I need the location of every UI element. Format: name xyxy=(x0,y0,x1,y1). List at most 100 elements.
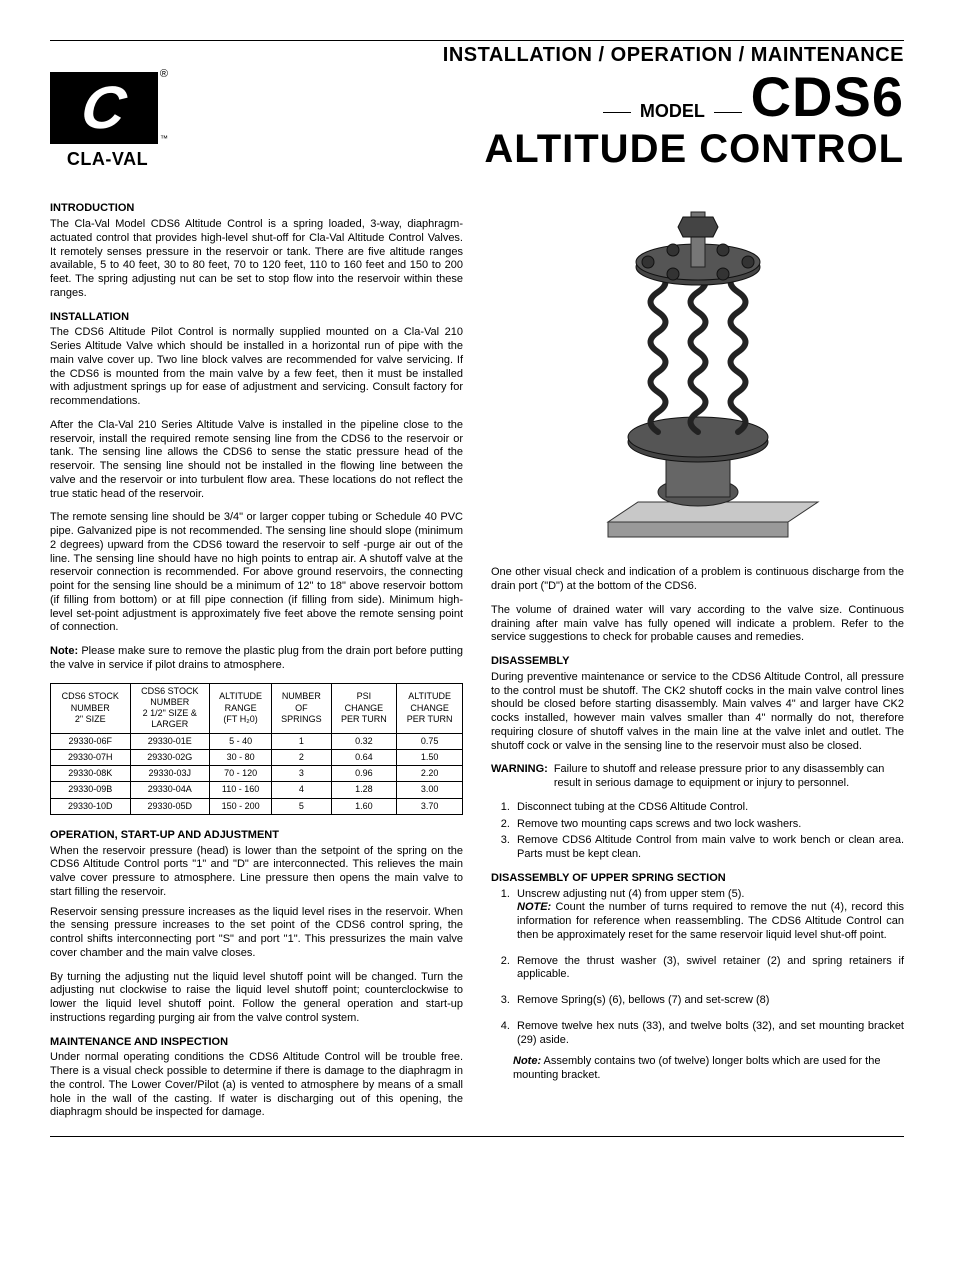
table-row: 29330-10D29330-05D150 - 20051.603.70 xyxy=(51,798,463,814)
table-row: 29330-08K29330-03J70 - 12030.962.20 xyxy=(51,766,463,782)
disassembly-p1: During preventive maintenance or service… xyxy=(491,671,904,754)
table-cell: 0.96 xyxy=(331,766,397,782)
two-column-layout: INTRODUCTION The Cla-Val Model CDS6 Alti… xyxy=(50,192,904,1120)
install-p3: The remote sensing line should be 3/4" o… xyxy=(50,511,463,635)
us-step-4: Remove twelve hex nuts (33), and twelve … xyxy=(513,1020,904,1048)
table-cell: 70 - 120 xyxy=(210,766,272,782)
us-step-1-note-label: NOTE: xyxy=(517,901,551,913)
table-row: 29330-06F29330-01E5 - 4010.320.75 xyxy=(51,733,463,749)
table-cell: 29330-03J xyxy=(130,766,210,782)
table-cell: 29330-01E xyxy=(130,733,210,749)
table-row: 29330-07H29330-02G30 - 8020.641.50 xyxy=(51,749,463,765)
product-svg xyxy=(548,192,848,552)
th-c4: NUMBER OF SPRINGS xyxy=(272,683,331,733)
operation-p2: Reservoir sensing pressure increases as … xyxy=(50,906,463,961)
th-c1: CDS6 STOCK NUMBER 2" SIZE xyxy=(51,683,131,733)
operation-p1: When the reservoir pressure (head) is lo… xyxy=(50,845,463,900)
disassembly-steps: Disconnect tubing at the CDS6 Altitude C… xyxy=(513,801,904,862)
logo-glyph: C xyxy=(78,78,130,138)
top-rule xyxy=(50,40,904,41)
spec-table: CDS6 STOCK NUMBER 2" SIZE CDS6 STOCK NUM… xyxy=(50,683,463,815)
table-cell: 1.28 xyxy=(331,782,397,798)
logo-c-icon: C xyxy=(50,72,158,144)
product-figure xyxy=(548,192,848,552)
table-cell: 29330-06F xyxy=(51,733,131,749)
table-cell: 0.32 xyxy=(331,733,397,749)
logo-name: CLA-VAL xyxy=(50,148,165,171)
maintenance-heading: MAINTENANCE AND INSPECTION xyxy=(50,1036,463,1050)
install-note-body: Please make sure to remove the plastic p… xyxy=(50,645,463,671)
table-cell: 2 xyxy=(272,749,331,765)
th-c3: ALTITUDE RANGE (FT H₂0) xyxy=(210,683,272,733)
dis-step-2: Remove two mounting caps screws and two … xyxy=(513,818,904,832)
table-cell: 29330-09B xyxy=(51,782,131,798)
us-step-3: Remove Spring(s) (6), bellows (7) and se… xyxy=(513,994,904,1008)
left-column: INTRODUCTION The Cla-Val Model CDS6 Alti… xyxy=(50,192,463,1120)
table-cell: 1 xyxy=(272,733,331,749)
title-text: MODEL CDS6 ALTITUDE CONTROL xyxy=(185,72,904,174)
table-cell: 2.20 xyxy=(397,766,463,782)
install-p2: After the Cla-Val 210 Series Altitude Va… xyxy=(50,419,463,502)
table-cell: 29330-02G xyxy=(130,749,210,765)
install-note: Note: Please make sure to remove the pla… xyxy=(50,645,463,673)
install-note-label: Note: xyxy=(50,645,78,657)
table-cell: 29330-08K xyxy=(51,766,131,782)
table-cell: 29330-04A xyxy=(130,782,210,798)
intro-body: The Cla-Val Model CDS6 Altitude Control … xyxy=(50,218,463,301)
logo-tm: ™ xyxy=(160,134,168,144)
model-code: CDS6 xyxy=(751,72,904,122)
warning-label: WARNING: xyxy=(491,763,548,791)
us-step-1-lead: Unscrew adjusting nut (4) from upper ste… xyxy=(517,888,744,900)
table-cell: 0.64 xyxy=(331,749,397,765)
upper-spring-heading: DISASSEMBLY OF UPPER SPRING SECTION xyxy=(491,872,904,886)
right-column: One other visual check and indication of… xyxy=(491,192,904,1120)
bottom-rule xyxy=(50,1136,904,1137)
table-cell: 3 xyxy=(272,766,331,782)
product-name: ALTITUDE CONTROL xyxy=(185,124,904,174)
end-note-label: Note: xyxy=(513,1055,541,1067)
right-p2: The volume of drained water will vary ac… xyxy=(491,604,904,645)
us-step-2: Remove the thrust washer (3), swivel ret… xyxy=(513,955,904,983)
table-cell: 29330-05D xyxy=(130,798,210,814)
title-row: C ® ™ CLA-VAL MODEL CDS6 ALTITUDE CONTRO… xyxy=(50,72,904,174)
end-note: Note: Assembly contains two (of twelve) … xyxy=(513,1055,904,1083)
table-cell: 110 - 160 xyxy=(210,782,272,798)
table-cell: 150 - 200 xyxy=(210,798,272,814)
table-cell: 0.75 xyxy=(397,733,463,749)
table-cell: 3.70 xyxy=(397,798,463,814)
table-cell: 3.00 xyxy=(397,782,463,798)
upper-spring-steps: Unscrew adjusting nut (4) from upper ste… xyxy=(513,888,904,1048)
us-step-1: Unscrew adjusting nut (4) from upper ste… xyxy=(513,888,904,943)
model-line: MODEL CDS6 xyxy=(185,72,904,122)
us-step-1-note-body: Count the number of turns required to re… xyxy=(517,901,904,941)
right-p1: One other visual check and indication of… xyxy=(491,566,904,594)
th-c2: CDS6 STOCK NUMBER 2 1/2" SIZE & LARGER xyxy=(130,683,210,733)
operation-heading: OPERATION, START-UP AND ADJUSTMENT xyxy=(50,829,463,843)
warning-body: Failure to shutoff and release pressure … xyxy=(554,763,904,791)
dis-step-3: Remove CDS6 Altitude Control from main v… xyxy=(513,834,904,862)
table-cell: 1.60 xyxy=(331,798,397,814)
table-cell: 1.50 xyxy=(397,749,463,765)
table-cell: 5 xyxy=(272,798,331,814)
logo-block: C ® ™ CLA-VAL xyxy=(50,72,165,171)
intro-heading: INTRODUCTION xyxy=(50,202,463,216)
install-heading: INSTALLATION xyxy=(50,311,463,325)
table-cell: 29330-10D xyxy=(51,798,131,814)
table-cell: 30 - 80 xyxy=(210,749,272,765)
maintenance-p1: Under normal operating conditions the CD… xyxy=(50,1051,463,1120)
operation-p3: By turning the adjusting nut the liquid … xyxy=(50,971,463,1026)
logo-registered: ® xyxy=(160,68,168,82)
table-row: 29330-09B29330-04A110 - 16041.283.00 xyxy=(51,782,463,798)
model-word: MODEL xyxy=(640,101,705,121)
table-cell: 29330-07H xyxy=(51,749,131,765)
disassembly-heading: DISASSEMBLY xyxy=(491,655,904,669)
install-p1: The CDS6 Altitude Pilot Control is norma… xyxy=(50,326,463,409)
dis-step-1: Disconnect tubing at the CDS6 Altitude C… xyxy=(513,801,904,815)
table-cell: 4 xyxy=(272,782,331,798)
th-c5: PSI CHANGE PER TURN xyxy=(331,683,397,733)
table-cell: 5 - 40 xyxy=(210,733,272,749)
spec-table-body: 29330-06F29330-01E5 - 4010.320.7529330-0… xyxy=(51,733,463,814)
th-c6: ALTITUDE CHANGE PER TURN xyxy=(397,683,463,733)
end-note-body: Assembly contains two (of twelve) longer… xyxy=(513,1055,880,1081)
warning-block: WARNING: Failure to shutoff and release … xyxy=(491,763,904,791)
